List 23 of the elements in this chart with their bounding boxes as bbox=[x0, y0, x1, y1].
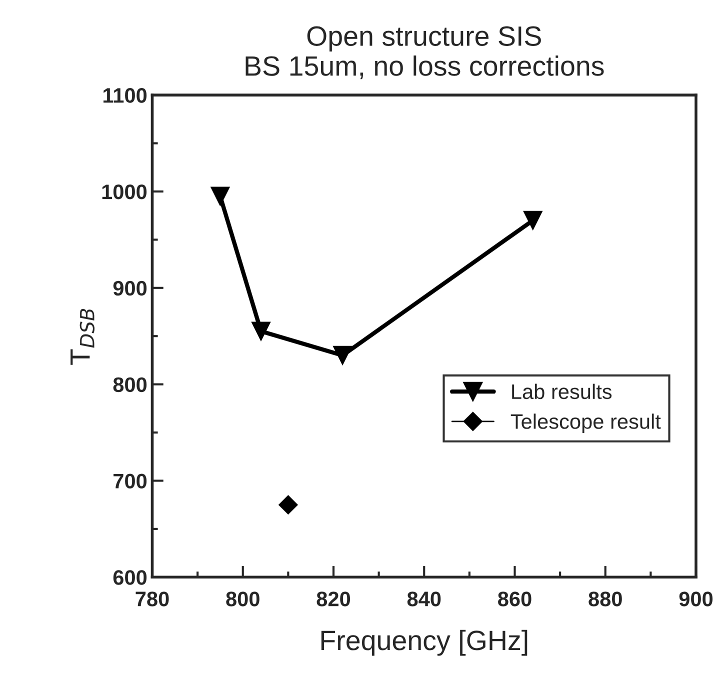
x-tick-label: 780 bbox=[136, 592, 169, 606]
y-axis-title: T$_{DSB}$ bbox=[70, 308, 95, 365]
point bbox=[251, 322, 271, 341]
x-tick-label: 880 bbox=[588, 592, 622, 606]
point bbox=[210, 186, 230, 206]
x-tick-label: 820 bbox=[316, 592, 350, 606]
legend-label: Lab results bbox=[512, 384, 612, 400]
legend-label: Telescope result bbox=[510, 414, 661, 434]
x-tick-label: 840 bbox=[407, 592, 441, 606]
y-tick-label: 1000 bbox=[102, 184, 147, 200]
y-tick-label: 800 bbox=[113, 377, 147, 392]
point bbox=[523, 210, 542, 230]
x-tick-label: 860 bbox=[498, 592, 532, 606]
y-tick-label: 1100 bbox=[104, 88, 147, 103]
y-tick-label: 700 bbox=[114, 474, 147, 488]
point bbox=[278, 495, 298, 514]
y-tick-label: 900 bbox=[113, 280, 147, 296]
x-axis-title: Frequency [GHz] bbox=[321, 630, 528, 656]
point bbox=[333, 346, 352, 365]
chart-title: Open structure SIS BS 15um, no loss corrections bbox=[246, 26, 604, 80]
y-tick-label: 600 bbox=[113, 570, 147, 585]
x-tick-label: 900 bbox=[679, 592, 713, 606]
x-tick-label: 800 bbox=[226, 592, 260, 606]
